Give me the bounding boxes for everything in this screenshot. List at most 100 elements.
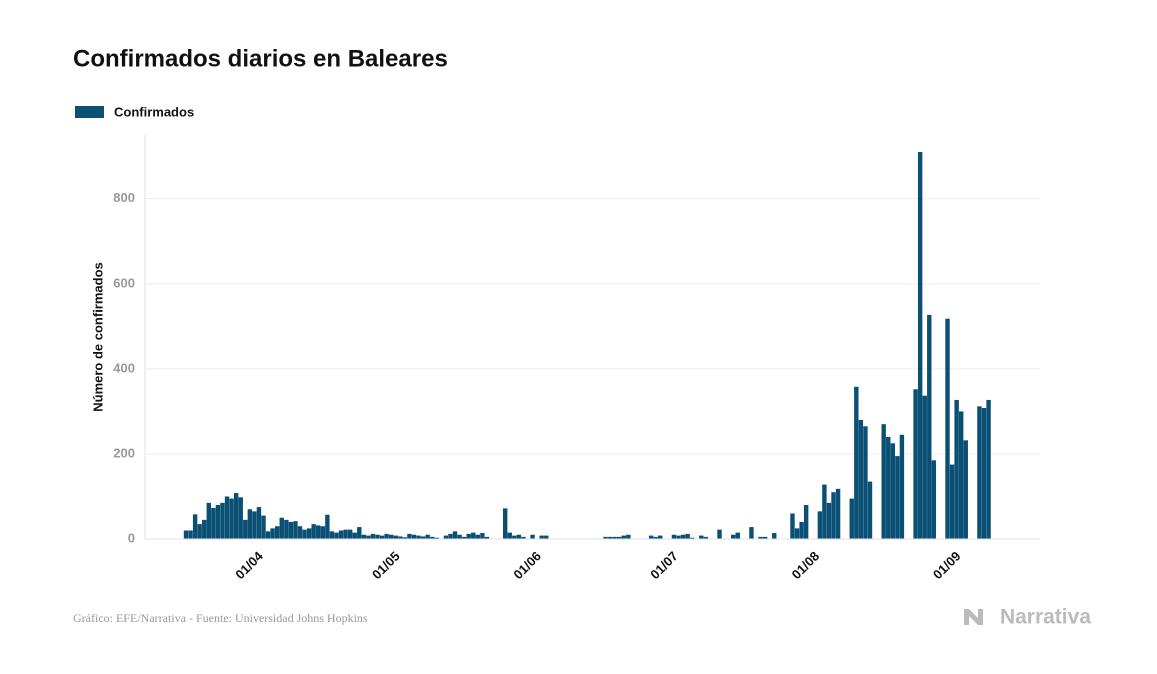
bar — [503, 508, 508, 539]
bar — [849, 498, 854, 539]
x-tick-label: 01/07 — [647, 548, 681, 582]
bar — [731, 534, 736, 539]
bar — [452, 531, 458, 539]
bar — [717, 529, 722, 539]
bar — [949, 464, 955, 539]
x-tick-label: 01/05 — [369, 548, 403, 582]
bar — [521, 536, 526, 539]
bar — [211, 507, 216, 539]
bar — [325, 514, 330, 539]
bar — [480, 533, 485, 539]
bar — [466, 533, 471, 539]
bar — [284, 519, 289, 539]
bar — [863, 426, 868, 539]
bar — [288, 521, 294, 539]
bar — [954, 399, 959, 539]
bar — [699, 535, 704, 539]
bar — [959, 411, 964, 539]
bar — [922, 395, 927, 539]
bar — [817, 511, 823, 539]
bar — [626, 534, 631, 539]
bar — [621, 535, 626, 539]
bar — [389, 534, 394, 539]
bar — [430, 536, 435, 539]
bar — [311, 524, 316, 539]
bar — [685, 533, 690, 539]
bar — [343, 529, 348, 539]
bar — [539, 535, 544, 539]
bar — [680, 534, 686, 539]
bar — [270, 528, 275, 539]
bar — [986, 399, 991, 539]
bar — [238, 497, 243, 539]
bar — [261, 515, 266, 539]
bar — [931, 460, 937, 539]
bar — [197, 524, 202, 539]
x-tick-label: 01/08 — [789, 548, 823, 582]
bar — [306, 528, 312, 539]
bar — [370, 533, 376, 539]
bar — [192, 514, 198, 539]
bar — [790, 513, 795, 539]
bar — [202, 519, 207, 539]
bar — [516, 534, 522, 539]
bar — [858, 419, 864, 539]
bar — [703, 536, 709, 539]
bar — [265, 531, 271, 539]
bar — [361, 534, 367, 539]
bar — [881, 424, 886, 539]
bar — [607, 536, 613, 539]
bar — [512, 535, 517, 539]
y-tick-label: 400 — [113, 360, 135, 375]
bar — [215, 504, 221, 539]
bar — [384, 533, 389, 539]
bar — [402, 537, 408, 539]
bar — [689, 537, 695, 539]
bar — [735, 532, 740, 539]
bar — [917, 152, 923, 539]
bar — [671, 534, 677, 539]
bar — [612, 536, 617, 539]
bar — [471, 532, 476, 539]
bar — [475, 534, 481, 539]
bar — [316, 525, 321, 539]
bar — [977, 406, 982, 539]
bar — [799, 521, 804, 539]
bar — [867, 481, 873, 539]
bar — [831, 492, 836, 539]
bar — [416, 535, 421, 539]
bar — [448, 533, 453, 539]
x-tick-label: 01/09 — [930, 548, 964, 582]
bar — [653, 536, 658, 539]
bar — [297, 526, 303, 539]
bar — [425, 534, 430, 539]
bar — [275, 526, 280, 539]
bar — [826, 502, 832, 539]
x-tick-label: 01/04 — [232, 548, 266, 582]
legend-label: Confirmados — [114, 104, 194, 119]
bar — [617, 536, 622, 539]
chart-title: Confirmados diarios en Baleares — [73, 45, 448, 72]
bar — [749, 527, 754, 539]
bar — [302, 529, 307, 539]
bar — [835, 488, 841, 539]
bar — [794, 528, 800, 539]
bar — [658, 535, 663, 539]
bar — [398, 536, 403, 539]
source-note: Gráfico: EFE/Narrativa - Fuente: Univers… — [73, 611, 368, 625]
bar — [890, 443, 895, 539]
logo: Narrativa — [1000, 606, 1091, 629]
bar — [352, 532, 357, 539]
bar — [256, 507, 262, 539]
bar — [220, 502, 225, 539]
bar — [899, 434, 905, 539]
bar — [886, 436, 891, 539]
bar — [676, 535, 681, 539]
bar — [411, 534, 417, 539]
bar — [357, 527, 362, 539]
y-tick-label: 800 — [113, 190, 135, 205]
bar — [945, 318, 950, 539]
bar — [772, 533, 777, 539]
bar — [183, 530, 189, 539]
